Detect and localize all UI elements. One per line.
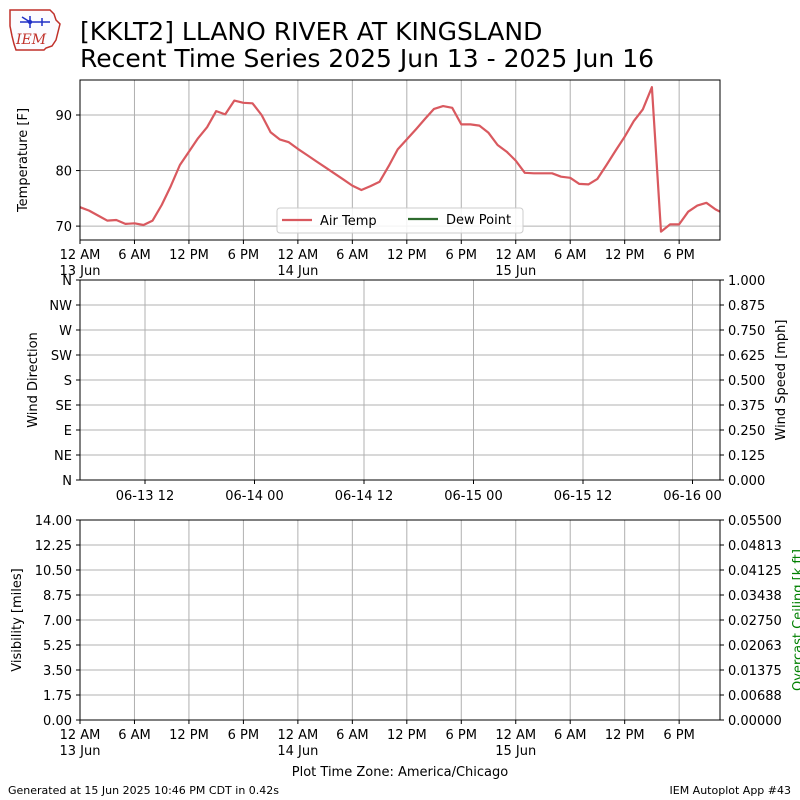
plot-frame (79, 279, 721, 481)
iem-logo: IEM (9, 9, 61, 51)
x-tick-label: 06-13 12 (116, 489, 174, 504)
x-day-label: 13 Jun (60, 264, 101, 279)
x-tick-label: 12 PM (387, 248, 427, 263)
x-tick-label: 12 PM (605, 728, 645, 743)
y2-tick-label: 0.250 (728, 424, 765, 439)
x-tick-label: 12 AM (60, 248, 101, 263)
chart-subtitle: Recent Time Series 2025 Jun 13 - 2025 Ju… (80, 44, 654, 73)
plot-frame (79, 519, 721, 721)
x-tick-label: 06-14 12 (335, 489, 393, 504)
y-tick-label: 12.25 (35, 539, 72, 554)
y-tick-label: 1.75 (43, 689, 72, 704)
air-temp-line (79, 86, 721, 233)
x-tick-label: 12 PM (169, 248, 209, 263)
y2-tick-label: 0.125 (728, 449, 765, 464)
visibility-panel: 12 AM 6 AM 12 PM 6 PM 12 AM 6 AM 12 PM 6 PM 12 A… (10, 514, 800, 759)
y2-axis-label: Overcast Ceiling [k ft] (791, 549, 800, 691)
y2-tick-label: 0.500 (728, 374, 765, 389)
y-tick-label: 5.25 (43, 639, 72, 654)
y-tick-label: 8.75 (43, 589, 72, 604)
y-tick-label: 0.00 (43, 714, 72, 729)
y-tick-label: S (64, 374, 72, 389)
generated-timestamp: Generated at 15 Jun 2025 10:46 PM CDT in… (8, 784, 280, 797)
x-tick-label: 6 AM (554, 728, 587, 743)
x-day-label: 15 Jun (495, 744, 536, 759)
x-tick-label: 12 PM (169, 728, 209, 743)
x-tick-label: 6 PM (663, 728, 694, 743)
y-axis-label: Temperature [F] (16, 108, 31, 213)
x-tick-label: 12 AM (495, 248, 536, 263)
x-tick-label: 12 PM (605, 248, 645, 263)
y-axis-label: Visibility [miles] (10, 568, 25, 671)
x-day-label: 15 Jun (495, 264, 536, 279)
y-axis-label: Wind Direction (26, 332, 41, 428)
x-day-label: 13 Jun (60, 744, 101, 759)
x-tick-label: 06-16 00 (663, 489, 721, 504)
x-tick-label: 6 AM (118, 728, 151, 743)
x-tick-label: 6 PM (663, 248, 694, 263)
y-tick-label: 3.50 (43, 664, 72, 679)
app-id: IEM Autoplot App #43 (669, 784, 792, 797)
plot-frame (79, 79, 721, 241)
chart-title: [KKLT2] LLANO RIVER AT KINGSLAND (80, 17, 543, 46)
y-tick-label: NE (54, 449, 72, 464)
x-tick-label: 6 AM (118, 248, 151, 263)
legend-dew-point-label: Dew Point (446, 213, 511, 228)
x-tick-label: 6 PM (228, 728, 259, 743)
x-day-label: 14 Jun (277, 744, 318, 759)
x-tick-label: 6 AM (554, 248, 587, 263)
wind-panel: N 0.000 NE 0.125 E 0.250 SE 0.375 S 0.500 SW 0.625 W… (26, 274, 789, 504)
y2-tick-label: 0.00688 (728, 689, 782, 704)
y-tick-label: E (64, 424, 72, 439)
y2-tick-label: 0.04813 (728, 539, 782, 554)
x-tick-label: 6 PM (228, 248, 259, 263)
y2-tick-label: 0.04125 (728, 564, 782, 579)
y2-tick-label: 0.02063 (728, 639, 782, 654)
x-tick-label: 12 AM (277, 248, 318, 263)
temperature-panel: 12 AM 6 AM 12 PM 6 PM 12 AM 6 AM 12 PM 6 PM 12 A… (16, 79, 721, 279)
x-tick-label: 06-15 12 (554, 489, 612, 504)
x-tick-label: 6 AM (336, 728, 369, 743)
y-tick-label: NW (49, 299, 72, 314)
y-tick-label: SE (56, 399, 72, 414)
x-tick-label: 6 PM (446, 728, 477, 743)
x-tick-label: 6 AM (336, 248, 369, 263)
y2-tick-label: 0.03438 (728, 589, 782, 604)
y2-tick-label: 0.875 (728, 299, 765, 314)
y2-tick-label: 0.750 (728, 324, 765, 339)
x-tick-label: 12 AM (277, 728, 318, 743)
y-tick-label: 70 (55, 220, 72, 235)
x-tick-label: 12 AM (60, 728, 101, 743)
y2-axis-label: Wind Speed [mph] (774, 320, 789, 441)
x-tick-label: 12 AM (495, 728, 536, 743)
y2-tick-label: 1.000 (728, 274, 765, 289)
y-tick-label: 10.50 (35, 564, 72, 579)
y2-tick-label: 0.02750 (728, 614, 782, 629)
x-day-label: 14 Jun (277, 264, 318, 279)
y-tick-label: SW (51, 349, 72, 364)
logo-text: IEM (15, 32, 47, 48)
y2-tick-label: 0.625 (728, 349, 765, 364)
x-tick-label: 06-15 00 (444, 489, 502, 504)
y-tick-label: 7.00 (43, 614, 72, 629)
y2-tick-label: 0.00000 (728, 714, 782, 729)
y-tick-label: 80 (55, 165, 72, 180)
y2-tick-label: 0.05500 (728, 514, 782, 529)
y-tick-label: N (62, 474, 72, 489)
legend-box (276, 207, 524, 234)
x-tick-label: 12 PM (387, 728, 427, 743)
y2-tick-label: 0.01375 (728, 664, 782, 679)
y2-tick-label: 0.375 (728, 399, 765, 414)
y-tick-label: 90 (55, 109, 72, 124)
y-tick-label: 14.00 (35, 514, 72, 529)
y-tick-label: N (62, 274, 72, 289)
x-tick-label: 06-14 00 (225, 489, 283, 504)
x-axis-label: Plot Time Zone: America/Chicago (292, 765, 508, 780)
y2-tick-label: 0.000 (728, 474, 765, 489)
legend-air-temp-label: Air Temp (320, 214, 377, 229)
y-tick-label: W (59, 324, 72, 339)
x-tick-label: 6 PM (446, 248, 477, 263)
